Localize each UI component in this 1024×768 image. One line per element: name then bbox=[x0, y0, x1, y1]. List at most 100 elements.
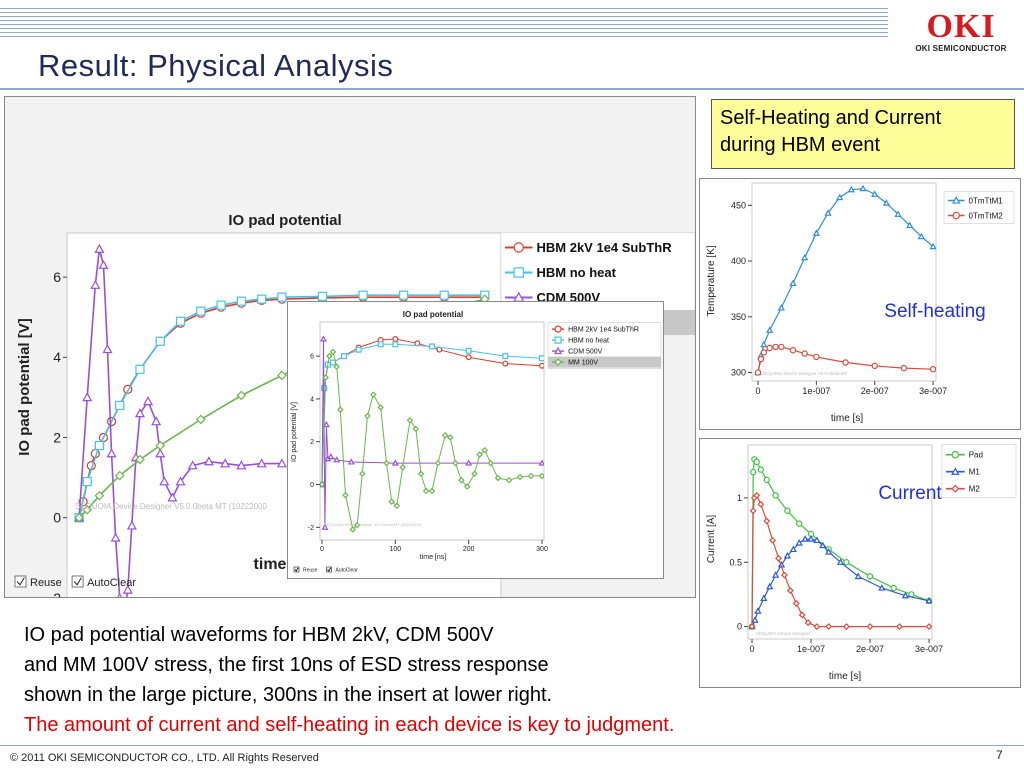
data-point bbox=[117, 592, 123, 597]
legend: HBM 2kV 1e4 SubThR HBM no heat CDM 500V MM … bbox=[547, 322, 662, 369]
data-point bbox=[329, 359, 336, 366]
data-point bbox=[481, 447, 489, 454]
data-point bbox=[465, 354, 472, 361]
data-point bbox=[82, 477, 92, 487]
data-point bbox=[277, 292, 287, 302]
data-point bbox=[804, 619, 812, 627]
self-heating-chart-panel: 300 350 400 450 0 1e-007 2e-007 3e-007 time [s] T… bbox=[699, 178, 1021, 430]
x-tick-label: 1e-007 bbox=[802, 386, 830, 396]
data-point bbox=[342, 491, 349, 499]
data-point bbox=[110, 532, 121, 542]
data-point bbox=[151, 416, 162, 426]
caption-line-1: IO pad potential waveforms for HBM 2kV, … bbox=[24, 624, 494, 646]
data-point bbox=[441, 432, 449, 439]
y-tick-label: 1 bbox=[737, 493, 742, 503]
y-tick-label: 0 bbox=[310, 482, 314, 489]
data-point bbox=[890, 584, 897, 592]
data-point bbox=[866, 623, 874, 631]
data-point bbox=[505, 476, 513, 484]
y-tick-label: 400 bbox=[731, 256, 746, 266]
data-point bbox=[796, 520, 803, 527]
data-point bbox=[502, 360, 509, 367]
data-point bbox=[463, 483, 471, 490]
y-axis-label: IO pad potential [V] bbox=[291, 402, 298, 462]
data-point bbox=[754, 369, 762, 376]
y-tick-label: 450 bbox=[731, 200, 746, 210]
data-point bbox=[337, 406, 344, 413]
chart-title: IO pad potential bbox=[403, 310, 463, 319]
data-point bbox=[276, 458, 287, 468]
data-point bbox=[452, 459, 459, 467]
footer-copyright: © 2011 OKI SEMICONDUCTOR CO., LTD. All R… bbox=[10, 752, 319, 764]
data-point bbox=[135, 454, 145, 465]
data-point bbox=[766, 326, 774, 333]
data-point bbox=[277, 370, 287, 381]
data-point bbox=[487, 459, 494, 467]
checkmark-icon bbox=[294, 567, 299, 572]
data-point bbox=[429, 343, 436, 350]
data-point bbox=[458, 476, 465, 484]
data-point bbox=[159, 476, 170, 486]
data-point bbox=[882, 199, 891, 206]
data-point bbox=[126, 520, 137, 530]
data-point bbox=[377, 341, 384, 348]
x-tick-label: 0 bbox=[755, 386, 760, 396]
y-tick-label: 6 bbox=[310, 354, 314, 361]
data-point bbox=[871, 190, 879, 197]
y-tick-label: 4 bbox=[310, 396, 314, 403]
data-point bbox=[257, 294, 267, 304]
data-point bbox=[781, 571, 788, 579]
x-tick-label: 100 bbox=[389, 546, 401, 553]
slide-title: Result: Physical Analysis bbox=[38, 48, 394, 83]
data-point bbox=[772, 343, 779, 351]
data-point bbox=[327, 453, 335, 460]
data-point bbox=[428, 487, 436, 495]
oki-logo: OKI OKI SEMICONDUCTOR bbox=[906, 10, 1016, 54]
watermark: SEQUOIA Device Designer V5.0.0beta MT (1… bbox=[324, 522, 422, 527]
footer-rule bbox=[0, 745, 1024, 746]
data-point bbox=[795, 539, 803, 546]
data-point bbox=[82, 504, 93, 515]
data-point bbox=[896, 623, 903, 631]
x-tick-label: 3e-007 bbox=[915, 644, 943, 654]
legend-label: HBM 2kV 1e4 SubThR bbox=[568, 327, 639, 334]
legend-label: Pad bbox=[969, 451, 983, 460]
data-point bbox=[538, 472, 544, 480]
data-point bbox=[167, 492, 178, 502]
data-point bbox=[784, 507, 791, 514]
data-point bbox=[392, 341, 399, 348]
legend-label: M2 bbox=[969, 485, 981, 494]
insert-chart-panel: -2 0 2 4 6 0 100 200 300 IO pad potential time [ns… bbox=[287, 301, 664, 579]
data-point bbox=[871, 362, 878, 370]
y-tick-label: 0 bbox=[53, 510, 61, 526]
x-tick-label: 0 bbox=[749, 644, 754, 654]
series-group bbox=[748, 456, 932, 631]
x-axis-label: time bbox=[254, 556, 287, 573]
data-point bbox=[866, 573, 874, 580]
data-point bbox=[155, 336, 165, 346]
data-point bbox=[155, 448, 166, 458]
data-point bbox=[392, 335, 399, 342]
x-tick-label: 2e-007 bbox=[861, 386, 889, 396]
legend-label: 0TmTtM2 bbox=[969, 211, 1004, 220]
data-point bbox=[406, 417, 414, 424]
legend: 0TmTtM1 0TmTtM2 bbox=[943, 191, 1015, 224]
checkbox-0 bbox=[293, 566, 300, 573]
y-tick-label: 0 bbox=[737, 622, 742, 632]
checkbox-1 bbox=[326, 566, 332, 573]
data-point bbox=[94, 243, 105, 253]
data-point bbox=[320, 335, 327, 342]
caption-line-3: shown in the large picture, 300ns in the… bbox=[24, 684, 553, 706]
data-point bbox=[906, 221, 914, 229]
data-point bbox=[98, 259, 109, 269]
data-point bbox=[763, 517, 771, 525]
data-point bbox=[90, 279, 101, 289]
data-point bbox=[538, 459, 544, 466]
x-tick-label: 2e-007 bbox=[856, 644, 884, 654]
data-point bbox=[789, 545, 797, 553]
data-point bbox=[155, 440, 166, 451]
data-point bbox=[349, 526, 357, 533]
data-point bbox=[256, 458, 267, 468]
data-point bbox=[753, 491, 761, 499]
data-point bbox=[813, 623, 821, 631]
